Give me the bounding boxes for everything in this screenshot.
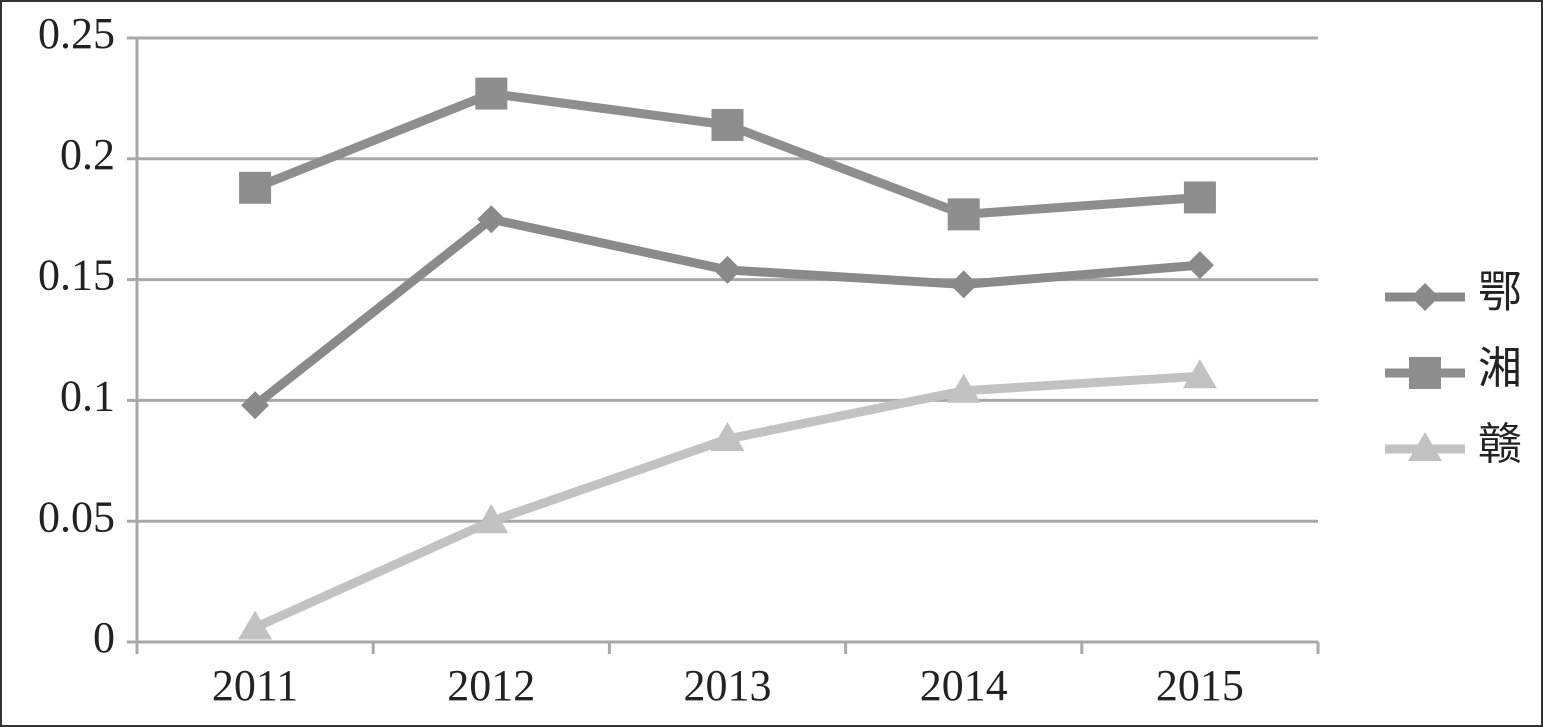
y-tick-label: 0: [93, 613, 115, 662]
marker: [947, 198, 980, 231]
legend-label: 鄂: [1478, 268, 1522, 317]
marker: [477, 205, 506, 234]
x-tick-label: 2012: [447, 661, 535, 710]
marker: [239, 171, 272, 204]
marker: [1408, 432, 1442, 461]
marker: [949, 270, 978, 299]
legend-label: 赣: [1478, 420, 1522, 469]
x-tick-label: 2013: [684, 661, 772, 710]
marker: [241, 391, 270, 420]
y-tick-label: 0.2: [60, 130, 115, 179]
marker: [474, 504, 509, 534]
marker: [238, 610, 273, 640]
marker: [1409, 357, 1441, 389]
marker: [946, 373, 981, 403]
marker: [1185, 251, 1214, 280]
marker: [475, 77, 508, 110]
marker: [1182, 359, 1217, 389]
marker: [1183, 181, 1216, 214]
x-tick-label: 2014: [920, 661, 1008, 710]
marker: [713, 255, 742, 284]
y-tick-label: 0.15: [38, 251, 115, 300]
marker: [711, 108, 744, 141]
y-tick-label: 0.1: [60, 371, 115, 420]
marker: [1411, 283, 1439, 311]
marker: [710, 422, 745, 452]
x-tick-label: 2011: [212, 661, 298, 710]
x-tick-label: 2015: [1156, 661, 1244, 710]
y-tick-label: 0.05: [38, 492, 115, 541]
y-tick-label: 0.25: [38, 9, 115, 58]
legend-label: 湘: [1478, 344, 1522, 393]
